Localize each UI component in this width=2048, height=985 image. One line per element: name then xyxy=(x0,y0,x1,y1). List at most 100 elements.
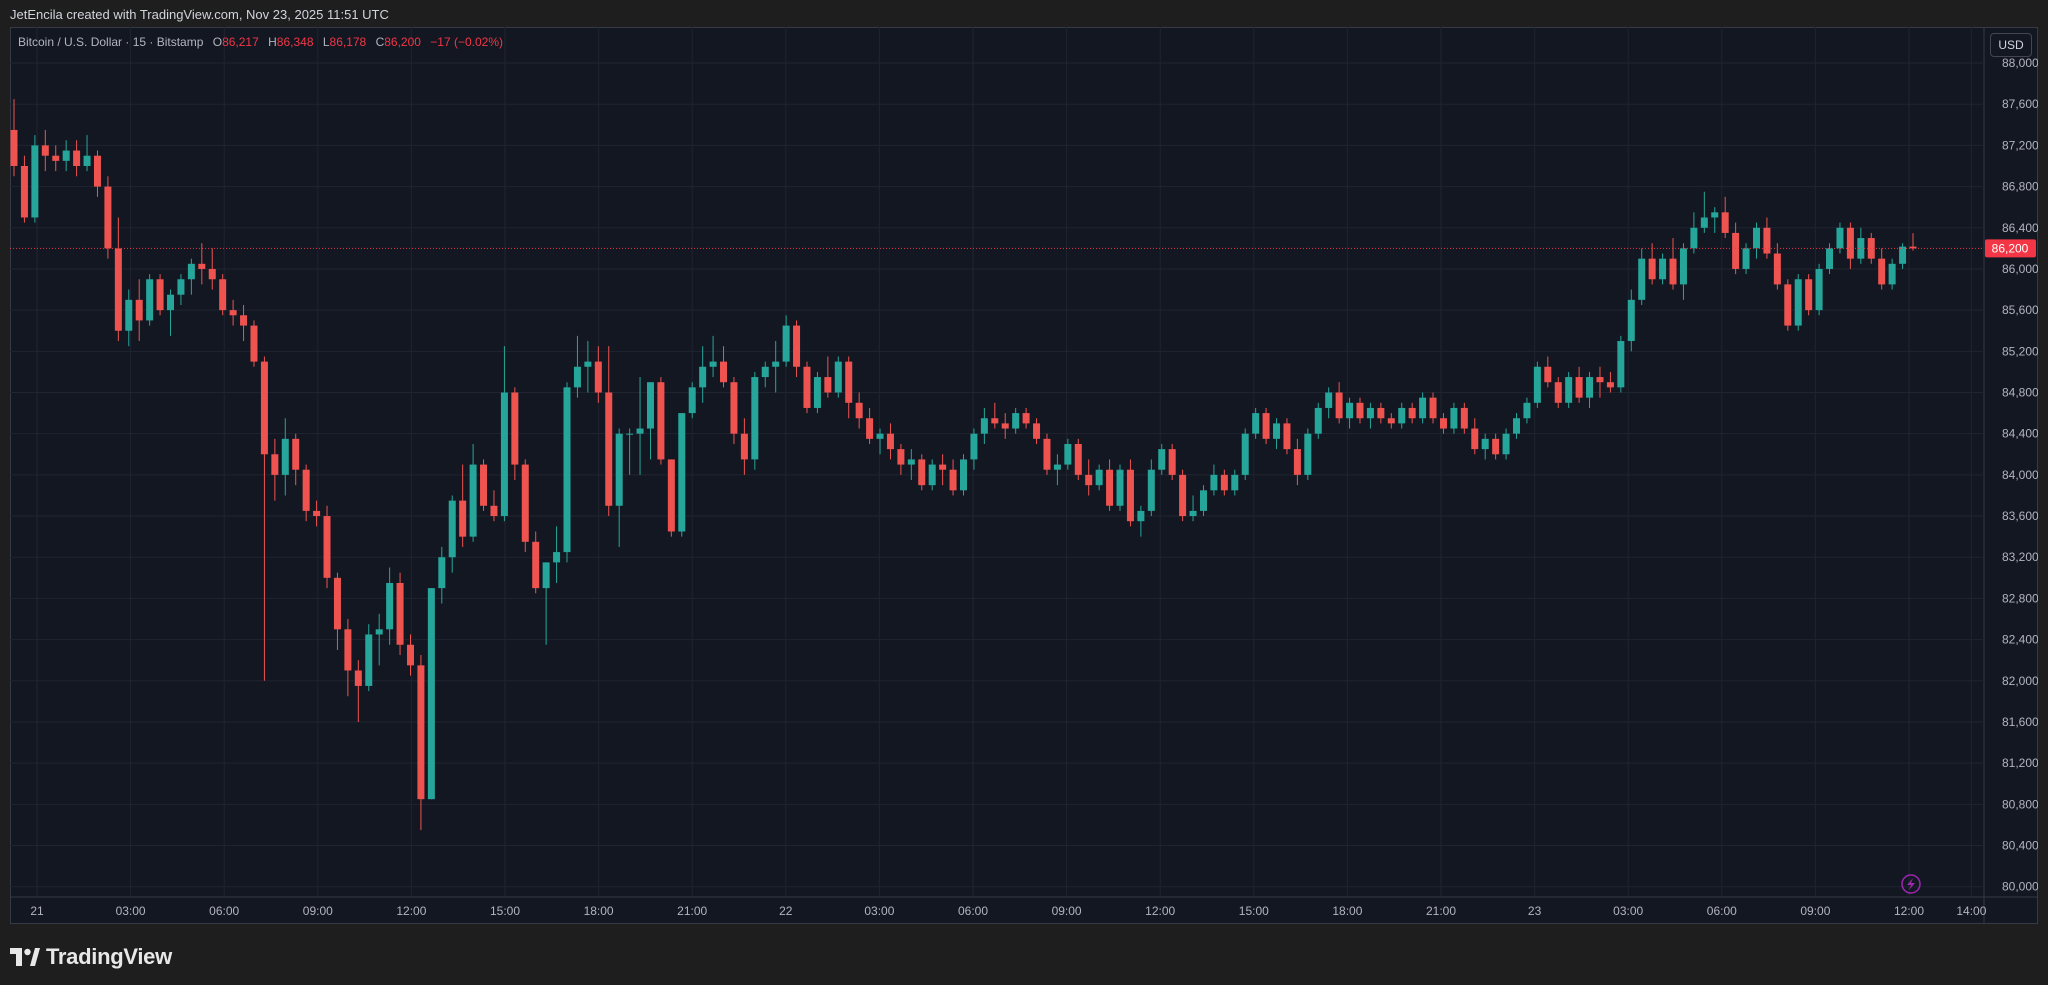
chart-decorations xyxy=(1901,874,1921,894)
candle-body xyxy=(991,418,999,424)
candle xyxy=(1909,233,1917,251)
candle xyxy=(678,413,686,537)
candle xyxy=(1773,243,1781,290)
candle xyxy=(542,562,550,645)
candle xyxy=(344,619,352,697)
candle xyxy=(1001,413,1009,439)
candle-body xyxy=(490,505,498,517)
candle-body xyxy=(980,418,988,434)
candle-body xyxy=(104,186,112,249)
candle xyxy=(1033,418,1041,444)
candle xyxy=(480,459,488,511)
candle-body xyxy=(1784,284,1792,326)
candle xyxy=(886,423,894,460)
candle xyxy=(1492,433,1500,460)
candle-body xyxy=(761,366,769,378)
candle-body xyxy=(646,382,654,429)
candle xyxy=(970,428,978,470)
time-tick-label: 09:00 xyxy=(1052,904,1082,918)
time-tick-label: 06:00 xyxy=(1707,904,1737,918)
low-label: L xyxy=(322,35,330,49)
candle-body xyxy=(1888,263,1896,285)
candle xyxy=(52,145,60,172)
time-tick-label: 06:00 xyxy=(958,904,988,918)
candlestick-chart[interactable]: 86,200 80,000 80,400 80,800 81,200 81,600 82,… xyxy=(10,27,2038,924)
price-tick-label: 80,400 xyxy=(2002,839,2038,853)
candle-body xyxy=(803,366,811,408)
candle-body xyxy=(417,665,425,800)
candle-body xyxy=(438,557,446,589)
candle-body xyxy=(1899,246,1907,264)
candle-body xyxy=(1471,428,1479,450)
time-tick-label: 12:00 xyxy=(1145,904,1175,918)
candle xyxy=(313,500,321,527)
candle xyxy=(1377,402,1385,424)
candle-body xyxy=(62,150,70,161)
candle-body xyxy=(1210,474,1218,491)
candle xyxy=(459,464,467,547)
candle xyxy=(490,490,498,522)
candle xyxy=(980,407,988,444)
symbol-legend[interactable]: Bitcoin / U.S. Dollar · 15 · Bitstamp O8… xyxy=(18,35,503,49)
candle-body xyxy=(1053,464,1061,470)
candle-body xyxy=(1596,377,1604,383)
candle-body xyxy=(1794,279,1802,326)
symbol-title[interactable]: Bitcoin / U.S. Dollar · 15 · Bitstamp xyxy=(18,35,204,49)
candle xyxy=(1523,397,1531,424)
candle-body xyxy=(1325,392,1333,408)
candle-body xyxy=(1659,258,1667,280)
candle xyxy=(31,135,39,223)
candle xyxy=(1721,196,1729,239)
candle-body xyxy=(1158,449,1166,470)
open-value: 86,217 xyxy=(222,35,259,49)
time-axis: 21 03:00 06:00 09:00 12:00 15:00 18:00 21:00 22 0… xyxy=(30,904,1986,918)
candle-body xyxy=(302,469,310,511)
candle xyxy=(1012,407,1020,434)
candle xyxy=(427,588,435,800)
candle xyxy=(573,335,581,398)
candle xyxy=(1586,371,1594,408)
candle-body xyxy=(114,248,122,331)
candle-body xyxy=(1773,253,1781,285)
candle xyxy=(1189,495,1197,522)
candle xyxy=(594,346,602,403)
candle xyxy=(1763,217,1771,259)
candle xyxy=(386,567,394,645)
candle-body xyxy=(845,361,853,403)
candle-body xyxy=(375,629,383,635)
candle-body xyxy=(1199,490,1207,511)
candle xyxy=(803,361,811,414)
tradingview-logo[interactable]: TradingView xyxy=(10,944,172,970)
candle-body xyxy=(344,629,352,671)
candle-body xyxy=(1387,418,1395,424)
candle xyxy=(1700,191,1708,233)
price-tick-label: 87,200 xyxy=(2002,138,2038,152)
candle xyxy=(1126,459,1134,527)
lightning-icon xyxy=(1901,874,1921,894)
candle-body xyxy=(1638,258,1646,300)
candle-body xyxy=(626,433,634,435)
candle xyxy=(1147,459,1155,517)
candle xyxy=(709,335,717,378)
candle xyxy=(62,140,70,172)
candle-body xyxy=(1095,469,1103,486)
candle-body xyxy=(1513,418,1521,434)
chart-pane[interactable] xyxy=(10,27,2038,924)
time-tick-label: 03:00 xyxy=(1613,904,1643,918)
currency-button[interactable]: USD xyxy=(1990,33,2032,57)
candle-body xyxy=(1606,382,1614,388)
candle xyxy=(448,495,456,573)
price-tick-label: 80,000 xyxy=(2002,880,2038,894)
candle xyxy=(1513,413,1521,439)
candle-body xyxy=(1429,397,1437,419)
candle xyxy=(260,356,268,681)
candle xyxy=(417,655,425,831)
chart-grid xyxy=(10,27,2038,924)
candle xyxy=(1210,464,1218,496)
candle xyxy=(1888,258,1896,290)
price-tick-label: 84,800 xyxy=(2002,386,2038,400)
candle xyxy=(156,274,164,316)
candle xyxy=(626,428,634,475)
candle xyxy=(1074,438,1082,481)
candle-body xyxy=(52,155,60,161)
